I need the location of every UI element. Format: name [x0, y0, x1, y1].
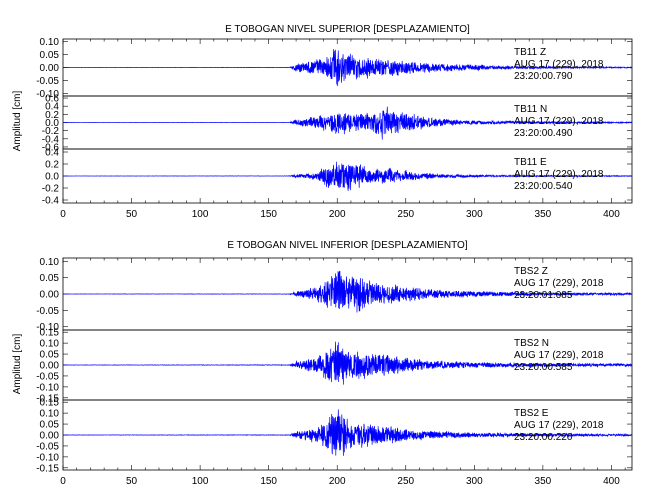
- y-tick-label: -0.2: [42, 126, 60, 137]
- x-tick-label: 400: [603, 476, 620, 487]
- y-tick-label: 0.0: [45, 118, 59, 129]
- x-tick-label: 300: [466, 209, 483, 220]
- waveform-trace: [62, 270, 633, 313]
- panel-tbs2-n: 0.150.100.050.00-0.05-0.10-0.15 TBS2 NAUG…: [36, 328, 633, 404]
- x-tick-label: 0: [60, 476, 66, 487]
- x-tick-label: 350: [535, 476, 552, 487]
- y-axis-label: Amplitud [cm]: [12, 333, 23, 394]
- waveform-trace: [62, 161, 633, 191]
- record-date: AUG 17 (229), 2018: [514, 169, 604, 180]
- y-tick-label: 0.05: [40, 50, 60, 61]
- station-component-label: TBS2 Z: [514, 266, 548, 277]
- record-time: 23:20:00.540: [514, 181, 573, 192]
- y-tick-label: -0.15: [36, 393, 59, 404]
- y-tick-label: 0.10: [40, 257, 60, 268]
- record-time: 23:20:00.790: [514, 71, 573, 82]
- record-date: AUG 17 (229), 2018: [514, 420, 604, 431]
- chart-title: E TOBOGAN NIVEL INFERIOR [DESPLAZAMIENTO…: [227, 240, 467, 251]
- y-tick-label: 0.00: [40, 361, 60, 372]
- chart-nivel-superior: E TOBOGAN NIVEL SUPERIOR [DESPLAZAMIENTO…: [12, 24, 633, 220]
- panel-tbs2-e: 0.150.100.050.00-0.05-0.10-0.15 TBS2 EAUG…: [36, 398, 633, 474]
- waveform-trace: [62, 409, 633, 456]
- y-tick-label: -0.05: [36, 306, 59, 317]
- y-tick-label: -0.05: [36, 441, 59, 452]
- record-date: AUG 17 (229), 2018: [514, 350, 604, 361]
- chart-title: E TOBOGAN NIVEL SUPERIOR [DESPLAZAMIENTO…: [225, 24, 470, 35]
- chart-nivel-inferior: E TOBOGAN NIVEL INFERIOR [DESPLAZAMIENTO…: [12, 240, 633, 487]
- x-tick-label: 200: [329, 209, 346, 220]
- y-tick-label: -0.10: [36, 89, 59, 100]
- y-tick-label: 0.05: [40, 273, 60, 284]
- x-tick-label: 200: [329, 476, 346, 487]
- x-tick-label: 50: [126, 209, 138, 220]
- waveform-trace: [62, 341, 633, 385]
- waveform-trace: [62, 106, 633, 140]
- record-time: 23:20:00.220: [514, 432, 573, 443]
- y-tick-label: 0.00: [40, 431, 60, 442]
- y-tick-label: -0.6: [42, 142, 60, 153]
- y-tick-label: 0.10: [40, 409, 60, 420]
- y-tick-label: -0.05: [36, 371, 59, 382]
- y-tick-label: -0.15: [36, 463, 59, 474]
- y-tick-label: -0.10: [36, 382, 59, 393]
- x-tick-label: 400: [603, 209, 620, 220]
- record-date: AUG 17 (229), 2018: [514, 116, 604, 127]
- y-tick-label: 0.10: [40, 339, 60, 350]
- station-component-label: TB11 E: [514, 157, 547, 168]
- y-tick-label: -0.10: [36, 322, 59, 333]
- x-tick-label: 100: [192, 209, 209, 220]
- record-date: AUG 17 (229), 2018: [514, 278, 604, 289]
- y-tick-label: 0.00: [40, 63, 60, 74]
- record-time: 23:20:00.585: [514, 362, 573, 373]
- station-component-label: TB11 N: [514, 104, 547, 115]
- x-tick-label: 150: [260, 476, 277, 487]
- x-tick-label: 350: [535, 209, 552, 220]
- x-tick-label: 300: [466, 476, 483, 487]
- station-component-label: TBS2 E: [514, 408, 549, 419]
- y-tick-label: -0.05: [36, 76, 59, 87]
- x-tick-label: 250: [397, 209, 414, 220]
- y-tick-label: 0.2: [45, 160, 59, 171]
- y-tick-label: -0.4: [42, 134, 60, 145]
- station-component-label: TB11 Z: [514, 47, 546, 58]
- y-tick-label: 0.10: [40, 37, 60, 48]
- x-tick-label: 0: [60, 209, 66, 220]
- record-time: 23:20:01.085: [514, 290, 573, 301]
- y-tick-label: 0.2: [45, 110, 59, 121]
- y-tick-label: 0.15: [40, 328, 60, 339]
- y-tick-label: 0.0: [45, 172, 59, 183]
- y-tick-label: -0.2: [42, 184, 60, 195]
- y-tick-label: -0.10: [36, 452, 59, 463]
- x-tick-label: 50: [126, 476, 138, 487]
- station-component-label: TBS2 N: [514, 338, 549, 349]
- record-time: 23:20:00.490: [514, 128, 573, 139]
- x-tick-label: 100: [192, 476, 209, 487]
- y-tick-label: 0.05: [40, 420, 60, 431]
- waveform-trace: [62, 49, 633, 87]
- record-date: AUG 17 (229), 2018: [514, 59, 604, 70]
- y-tick-label: 0.05: [40, 350, 60, 361]
- y-tick-label: -0.4: [42, 196, 60, 207]
- y-tick-label: 0.4: [45, 102, 59, 113]
- y-tick-label: 0.4: [45, 148, 59, 159]
- y-tick-label: 0.6: [45, 94, 59, 105]
- x-tick-label: 250: [397, 476, 414, 487]
- x-tick-label: 150: [260, 209, 277, 220]
- y-tick-label: 0.00: [40, 290, 60, 301]
- y-tick-label: 0.15: [40, 398, 60, 409]
- y-axis-label: Amplitud [cm]: [12, 90, 23, 151]
